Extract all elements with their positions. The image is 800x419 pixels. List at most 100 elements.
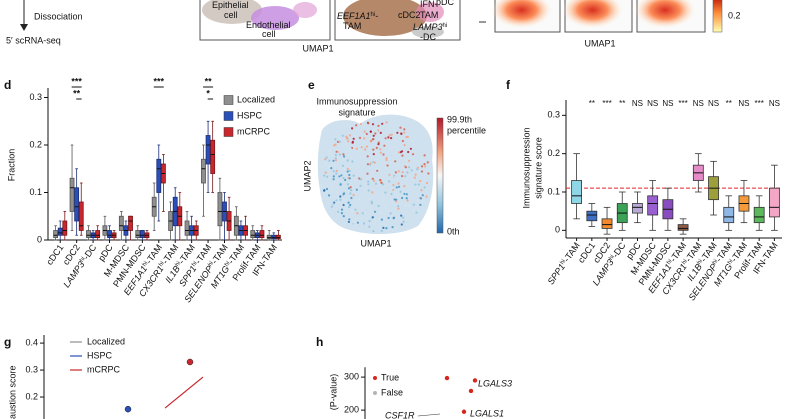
- significance: NS: [693, 99, 704, 108]
- umap-cell: [334, 143, 337, 146]
- umap-cell: [328, 149, 332, 152]
- umap-cell: [397, 151, 401, 154]
- umap-cell: [416, 168, 419, 171]
- umap-cell: [385, 158, 388, 162]
- umap-cell: [397, 205, 400, 208]
- umap-cell: [383, 223, 386, 226]
- umap-cell: [400, 223, 403, 226]
- umap-cell: [334, 197, 337, 200]
- umap-cell: [367, 183, 370, 186]
- label-name: cell: [262, 29, 276, 39]
- colorbar-label: 0th: [447, 226, 460, 236]
- umap-cell: [359, 148, 362, 151]
- umap-cell: [379, 151, 382, 154]
- umap-cell: [355, 188, 358, 191]
- umap-cell: [332, 175, 335, 178]
- umap-cell: [348, 206, 351, 209]
- significance: ***: [602, 99, 611, 108]
- umap-cell: [341, 158, 344, 161]
- label-sup: hi: [79, 256, 87, 263]
- umap-cell: [419, 197, 423, 200]
- label-name: LAMP3: [413, 22, 443, 32]
- umap-cell: [368, 198, 371, 201]
- umap-cell: [392, 129, 395, 132]
- colorbar-label: 99.9th: [447, 114, 472, 124]
- colorbar-label: percentile: [447, 125, 486, 135]
- box: [586, 210, 598, 222]
- umap-cell: [360, 178, 363, 181]
- box: [201, 158, 206, 184]
- umap-cell: [342, 153, 345, 156]
- umap-cell: [371, 216, 374, 219]
- umap-cell: [372, 179, 376, 182]
- label-tail: -: [375, 11, 378, 21]
- umap-cell: [388, 134, 391, 137]
- umap-cell: [366, 155, 369, 158]
- legend-swatch: [223, 95, 234, 105]
- y-tick-label: 0: [37, 234, 42, 244]
- umap-cell: [405, 193, 408, 196]
- umap-cell: [353, 189, 356, 192]
- label-sup: hi: [727, 258, 735, 265]
- umap-cell: [344, 178, 347, 182]
- umap-cell: [349, 203, 352, 207]
- label-name: Epithelial: [212, 0, 249, 10]
- umap-cell: [404, 175, 407, 178]
- umap-cell: [393, 198, 396, 201]
- umap-cell: [362, 222, 366, 225]
- y-tick-label: 0.2: [25, 391, 38, 401]
- label-name: pDC: [436, 0, 455, 7]
- box: [128, 215, 133, 231]
- y-tick-label: 0: [555, 225, 560, 235]
- umap-cell: [420, 189, 423, 192]
- axis-label: UMAP1: [584, 38, 615, 48]
- category-label: cDC2: [398, 10, 421, 20]
- umap-cell: [395, 140, 398, 143]
- y-axis-label: Fraction: [6, 149, 16, 182]
- umap-cell: [341, 164, 345, 167]
- umap-cell: [394, 151, 397, 154]
- umap-cell: [347, 140, 350, 143]
- umap-cell: [380, 157, 384, 160]
- umap-cell: [392, 217, 395, 220]
- label-sup: hi: [191, 260, 199, 267]
- umap-cell: [331, 187, 334, 190]
- umap-cell: [372, 134, 375, 137]
- umap-cell: [377, 124, 380, 127]
- umap-cell: [419, 179, 422, 183]
- panel-letter: d: [4, 78, 11, 92]
- umap-cell: [349, 186, 352, 189]
- y-axis-label: Immunosuppression: [521, 127, 531, 208]
- umap-cell: [336, 140, 340, 143]
- point: [468, 388, 474, 394]
- label-name: IFN-: [420, 0, 438, 9]
- y-tick-label: 0.1: [29, 187, 42, 197]
- umap-cell: [423, 186, 426, 189]
- umap-cell: [366, 172, 369, 175]
- umap-cell: [347, 187, 351, 190]
- panel-letter: f: [506, 78, 511, 92]
- umap-cell: [338, 173, 341, 176]
- umap-cell: [355, 205, 358, 208]
- gene-label: LGALS1: [470, 408, 504, 418]
- umap-cell: [400, 214, 403, 217]
- umap-cell: [334, 159, 337, 162]
- umap-cell: [396, 131, 399, 134]
- cluster: [202, 0, 262, 24]
- box: [768, 187, 780, 218]
- colorbar: [436, 117, 444, 234]
- umap-cell: [384, 137, 387, 140]
- umap-cell: [373, 161, 376, 164]
- y-axis-label: austion score: [7, 365, 17, 419]
- umap-cell: [357, 198, 360, 201]
- umap-cell: [398, 185, 401, 188]
- umap-cell: [324, 158, 327, 161]
- label-name: TAM: [343, 21, 361, 31]
- umap-cell: [384, 191, 387, 194]
- umap-cell: [379, 131, 382, 134]
- umap-cell: [423, 163, 426, 166]
- umap-cell: [402, 212, 405, 215]
- significance: NS: [769, 99, 780, 108]
- umap-cell: [408, 159, 411, 162]
